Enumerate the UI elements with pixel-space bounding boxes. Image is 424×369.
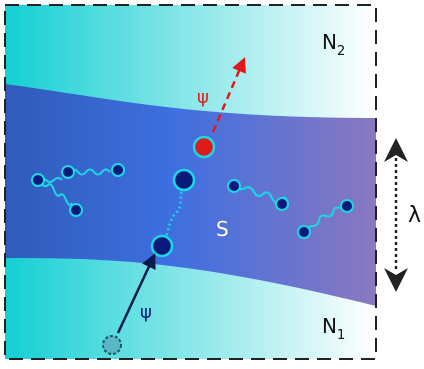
particle-center-upper — [172, 168, 196, 192]
label-incoming-particle: ψ — [140, 302, 152, 323]
particle — [340, 199, 354, 213]
label-bottom-region: N1 — [322, 314, 345, 343]
pair-right-2 — [297, 199, 354, 239]
label-length-scale: λ — [408, 203, 421, 228]
outgoing-particle — [192, 135, 216, 159]
particle — [31, 173, 45, 187]
particle — [227, 179, 241, 193]
outgoing-arrow — [211, 57, 246, 133]
particle — [297, 225, 311, 239]
label-outgoing-particle: ψ — [197, 87, 209, 108]
particle — [69, 203, 83, 217]
particle — [61, 165, 75, 179]
label-channel: S — [216, 217, 229, 241]
particle — [111, 163, 125, 177]
width-indicator — [384, 138, 408, 292]
channel-region — [5, 84, 376, 306]
particle-center-lower — [150, 234, 174, 258]
label-top-region: N2 — [322, 30, 345, 59]
pair-left-2 — [61, 163, 125, 179]
pair-right — [227, 179, 289, 211]
dashed-border — [4, 4, 377, 360]
incoming-particle-ghost — [102, 335, 122, 355]
pair-left — [31, 173, 83, 217]
particle — [275, 197, 289, 211]
incoming-arrow — [116, 253, 156, 334]
